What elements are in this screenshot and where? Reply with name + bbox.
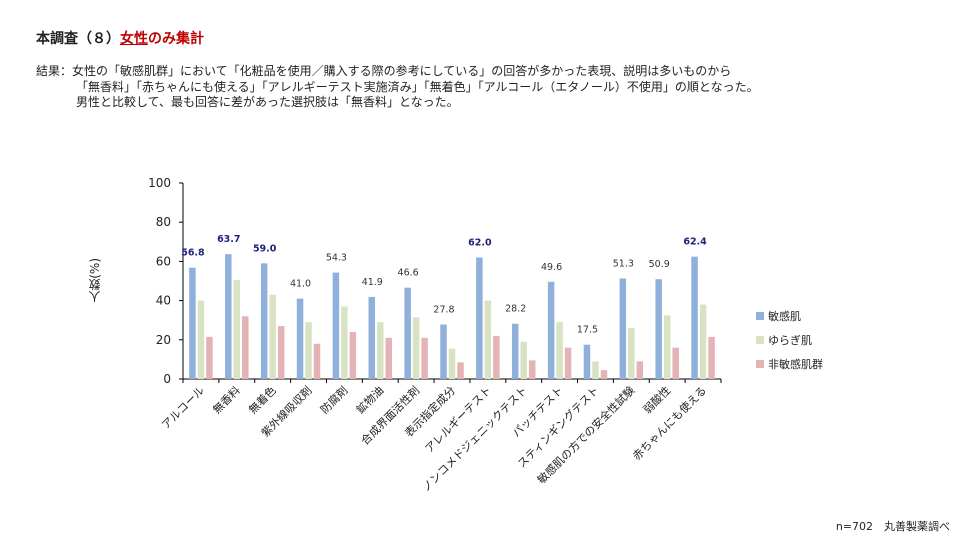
summary-line-1: 結果：女性の「敏感肌群」において「化粧品を使用／購入する際の参考にしている」の回…	[36, 64, 732, 78]
legend-item-sensitive: 敏感肌	[756, 304, 823, 328]
data-label: 46.6	[398, 268, 419, 279]
bar	[628, 328, 635, 379]
page-title: 本調査（８）女性のみ集計	[36, 28, 204, 48]
bar	[296, 298, 304, 379]
bar	[332, 272, 340, 379]
bar	[672, 347, 679, 379]
legend-item-non-sensitive: 非敏感肌群	[756, 352, 823, 376]
y-tick-label: 60	[156, 254, 171, 268]
summary-line-3: 男性と比較して、最も回答に差があった選択肢は「無香料」となった。	[76, 95, 459, 109]
bar	[592, 361, 599, 379]
result-summary: 結果：女性の「敏感肌群」において「化粧品を使用／購入する際の参考にしている」の回…	[36, 64, 759, 111]
bar	[528, 360, 536, 379]
data-label: 62.0	[468, 237, 492, 248]
bar	[313, 343, 321, 379]
bar	[412, 317, 420, 379]
bar	[476, 257, 483, 379]
x-category-label: 防腐剤	[317, 383, 350, 416]
x-category-label: 弱酸性	[640, 383, 673, 416]
bar	[547, 281, 555, 379]
x-category-label: アレルギーテスト	[423, 384, 494, 455]
y-tick-label: 0	[163, 372, 171, 386]
bar	[368, 296, 376, 379]
data-label: 54.3	[326, 253, 347, 264]
data-label: 63.7	[217, 234, 240, 245]
bar	[511, 323, 519, 379]
bar	[225, 254, 232, 379]
x-category-label: アルコール	[159, 384, 207, 432]
data-label: 59.0	[253, 243, 277, 254]
title-prefix: 本調査（８）	[36, 31, 120, 47]
x-category-label: 無着色	[246, 383, 279, 416]
bar	[655, 279, 662, 379]
data-label: 41.0	[290, 279, 311, 290]
summary-line-2: 「無香料」「赤ちゃんにも使える」「アレルギーテスト実施済み」「無着色」「アルコー…	[76, 79, 759, 94]
bar	[197, 300, 205, 379]
bar	[440, 324, 447, 379]
title-highlight-rest: のみ集計	[148, 31, 204, 47]
bar	[305, 322, 312, 379]
data-label: 56.8	[181, 248, 205, 259]
y-tick-label: 20	[156, 333, 171, 347]
bar	[277, 326, 285, 379]
bar	[636, 361, 644, 379]
bar	[349, 331, 357, 379]
sample-size-note: n=702 丸善製薬調べ	[835, 520, 950, 533]
bar	[556, 322, 563, 379]
x-category-label: 鉱物油	[353, 383, 386, 416]
data-label: 62.4	[683, 237, 707, 248]
legend-swatch-fluctuating	[756, 336, 764, 344]
bar	[493, 335, 500, 379]
bar	[484, 300, 492, 379]
data-label: 50.9	[649, 259, 670, 270]
bar	[269, 294, 276, 379]
data-label: 49.6	[541, 262, 562, 273]
legend-swatch-sensitive	[756, 312, 764, 320]
data-label: 41.9	[362, 277, 383, 288]
legend-label: ゆらぎ肌	[768, 334, 812, 347]
data-label: 51.3	[613, 258, 634, 269]
bar	[341, 306, 348, 379]
chart-legend: 敏感肌 ゆらぎ肌 非敏感肌群	[756, 304, 823, 376]
bar	[600, 370, 608, 379]
bar	[448, 348, 456, 379]
legend-swatch-non-sensitive	[756, 360, 764, 368]
title-highlight-underlined: 女性	[120, 31, 148, 47]
bar	[233, 280, 241, 379]
x-category-label: 無香料	[210, 383, 243, 416]
bar	[377, 322, 384, 379]
bar	[242, 316, 249, 379]
bar	[699, 304, 707, 379]
data-label: 17.5	[577, 325, 598, 336]
bar	[583, 344, 591, 379]
data-label: 28.2	[505, 304, 526, 315]
legend-label: 非敏感肌群	[768, 358, 823, 371]
bar	[708, 336, 715, 379]
bar	[385, 337, 393, 379]
bar	[663, 315, 671, 379]
bar	[564, 347, 572, 379]
bar	[691, 256, 698, 379]
y-tick-label: 80	[156, 215, 171, 229]
bar	[619, 278, 627, 379]
y-tick-label: 100	[148, 176, 171, 190]
legend-item-fluctuating: ゆらぎ肌	[756, 328, 823, 352]
legend-label: 敏感肌	[768, 310, 801, 323]
bar	[421, 337, 428, 379]
bar	[404, 287, 411, 379]
y-tick-label: 40	[156, 294, 171, 308]
bar	[520, 341, 527, 379]
data-label: 27.8	[433, 305, 454, 316]
bar	[189, 267, 196, 379]
bar	[206, 336, 213, 379]
bar	[457, 362, 464, 379]
bar	[260, 263, 268, 379]
